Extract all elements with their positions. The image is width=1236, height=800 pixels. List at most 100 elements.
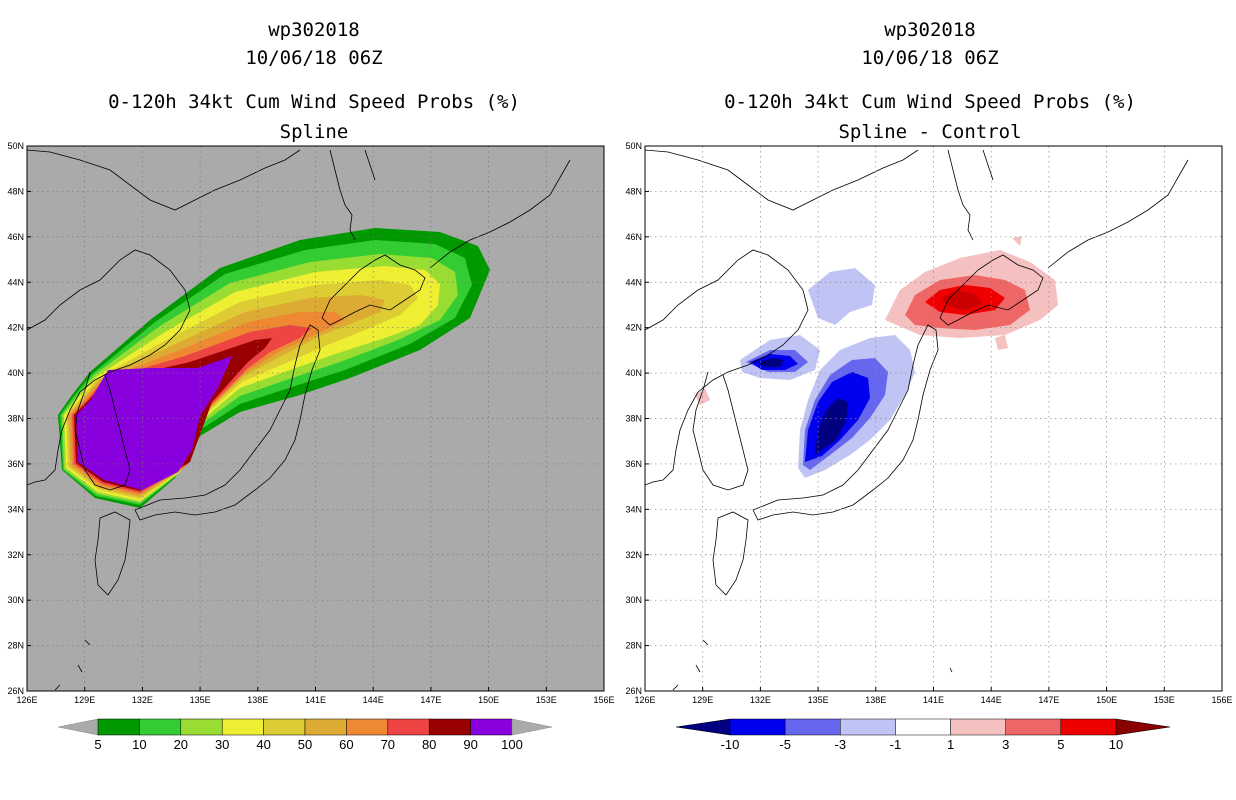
right-gridlines xyxy=(645,146,1222,691)
left-map: 126E 129E 132E 135E 138E 141E 144E 147E 150E 153E… xyxy=(7,141,614,705)
coast-hokkaido xyxy=(321,254,426,326)
coast-sakhalin xyxy=(947,149,994,241)
left-y-tick-label: 42N xyxy=(7,323,24,333)
left-x-tick-label: 141E xyxy=(305,695,326,705)
coast-kurils xyxy=(1047,159,1189,269)
left-probability-swath xyxy=(58,228,490,508)
left-y-tick-label: 34N xyxy=(7,504,24,514)
coast-kurils xyxy=(429,159,571,269)
left-colorbar-box xyxy=(180,718,223,736)
left-y-tick-label: 26N xyxy=(7,686,24,696)
right-x-tick-label: 138E xyxy=(865,695,886,705)
coast-asia-mainland xyxy=(27,149,301,486)
right-storm-id: wp302018 xyxy=(884,19,976,41)
right-colorbar-box xyxy=(784,718,841,736)
right-colorbar-box xyxy=(729,718,786,736)
right-y-tick-label: 46N xyxy=(625,232,642,242)
right-colorbar-box xyxy=(950,718,1006,736)
right-colorbar-label: 3 xyxy=(1002,737,1009,752)
right-chart-subtitle: Spline - Control xyxy=(838,121,1022,143)
left-colorbar-label: 70 xyxy=(381,737,395,752)
left-chart-title: 0-120h 34kt Cum Wind Speed Probs (%) xyxy=(108,91,520,113)
right-colorbar-over-triangle xyxy=(1115,718,1171,736)
left-colorbar-box xyxy=(263,718,306,736)
right-y-tick-label: 34N xyxy=(625,504,642,514)
left-y-tick-label: 30N xyxy=(7,595,24,605)
left-colorbar-label: 40 xyxy=(256,737,270,752)
pos-1-small-1 xyxy=(995,335,1008,350)
coast-korea xyxy=(74,371,131,491)
left-coastlines xyxy=(27,149,571,691)
left-x-tick-label: 132E xyxy=(132,695,153,705)
right-y-tick-label: 32N xyxy=(625,550,642,560)
coast-asia-mainland xyxy=(645,149,919,486)
left-axis-ticks: 126E 129E 132E 135E 138E 141E 144E 147E 150E 153E… xyxy=(7,141,614,705)
left-storm-id: wp302018 xyxy=(268,19,360,41)
left-colorbar-box xyxy=(470,718,513,736)
right-y-tick-label: 38N xyxy=(625,414,642,424)
left-colorbar-label: 10 xyxy=(132,737,146,752)
left-x-tick-label: 138E xyxy=(247,695,268,705)
left-colorbar: 5 10 20 30 40 50 60 70 80 90 100 xyxy=(57,718,553,752)
right-chart-title: 0-120h 34kt Cum Wind Speed Probs (%) xyxy=(724,91,1136,113)
right-colorbar-label: 5 xyxy=(1057,737,1064,752)
left-colorbar-over-triangle xyxy=(511,718,553,736)
left-colorbar-label: 100 xyxy=(501,737,523,752)
coast-kyushu xyxy=(94,511,131,596)
left-y-tick-label: 38N xyxy=(7,414,24,424)
right-colorbar-under-triangle xyxy=(675,718,731,736)
left-colorbar-box xyxy=(221,718,264,736)
right-y-tick-label: 26N xyxy=(625,686,642,696)
left-x-tick-label: 150E xyxy=(478,695,499,705)
pos-10-region xyxy=(942,290,982,310)
coast-sakhalin xyxy=(329,149,376,241)
left-colorbar-label: 20 xyxy=(174,737,188,752)
right-colorbar-label: 1 xyxy=(947,737,954,752)
left-gridlines xyxy=(27,146,604,691)
left-colorbar-box xyxy=(387,718,430,736)
right-y-tick-label: 44N xyxy=(625,277,642,287)
right-x-tick-label: 135E xyxy=(808,695,829,705)
neg-1-region-north xyxy=(808,268,875,325)
right-colorbar-box xyxy=(1005,718,1062,736)
coast-hokkaido xyxy=(939,254,1044,326)
right-colorbar: -10 -5 -3 -1 1 3 5 10 xyxy=(675,718,1171,752)
left-colorbar-box xyxy=(139,718,182,736)
left-colorbar-label: 30 xyxy=(215,737,229,752)
left-x-tick-label: 135E xyxy=(190,695,211,705)
left-x-tick-label: 147E xyxy=(420,695,441,705)
right-y-tick-label: 42N xyxy=(625,323,642,333)
left-y-tick-label: 40N xyxy=(7,368,24,378)
right-x-tick-label: 153E xyxy=(1154,695,1175,705)
right-colorbar-label: -5 xyxy=(779,737,791,752)
left-colorbar-label: 50 xyxy=(298,737,312,752)
right-map: 126E 129E 132E 135E 138E 141E 144E 147E 150E 153E… xyxy=(625,141,1232,705)
left-colorbar-under-triangle xyxy=(57,718,99,736)
left-colorbar-box xyxy=(346,718,389,736)
left-colorbar-label: 60 xyxy=(339,737,353,752)
left-colorbar-box xyxy=(428,718,471,736)
right-axis-ticks: 126E 129E 132E 135E 138E 141E 144E 147E 150E 153E… xyxy=(625,141,1232,705)
right-colorbar-box xyxy=(1060,718,1117,736)
neg-10-region-main xyxy=(815,398,848,455)
left-colorbar-label: 80 xyxy=(422,737,436,752)
left-y-tick-label: 46N xyxy=(7,232,24,242)
right-x-tick-label: 129E xyxy=(692,695,713,705)
coast-honshu xyxy=(752,324,939,521)
left-x-tick-label: 153E xyxy=(536,695,557,705)
right-x-tick-label: 156E xyxy=(1211,695,1232,705)
right-colorbar-label: -10 xyxy=(721,737,740,752)
left-chart-subtitle: Spline xyxy=(279,121,349,143)
right-anomaly-shading xyxy=(695,236,1058,478)
neg-10-region-west xyxy=(758,358,784,367)
left-y-tick-label: 50N xyxy=(7,141,24,151)
left-y-tick-label: 36N xyxy=(7,459,24,469)
left-y-tick-label: 44N xyxy=(7,277,24,287)
left-x-tick-label: 126E xyxy=(16,695,37,705)
right-y-tick-label: 40N xyxy=(625,368,642,378)
coast-korea xyxy=(692,371,749,491)
coast-islands-south xyxy=(672,639,953,691)
left-x-tick-label: 129E xyxy=(74,695,95,705)
left-colorbar-label: 90 xyxy=(463,737,477,752)
